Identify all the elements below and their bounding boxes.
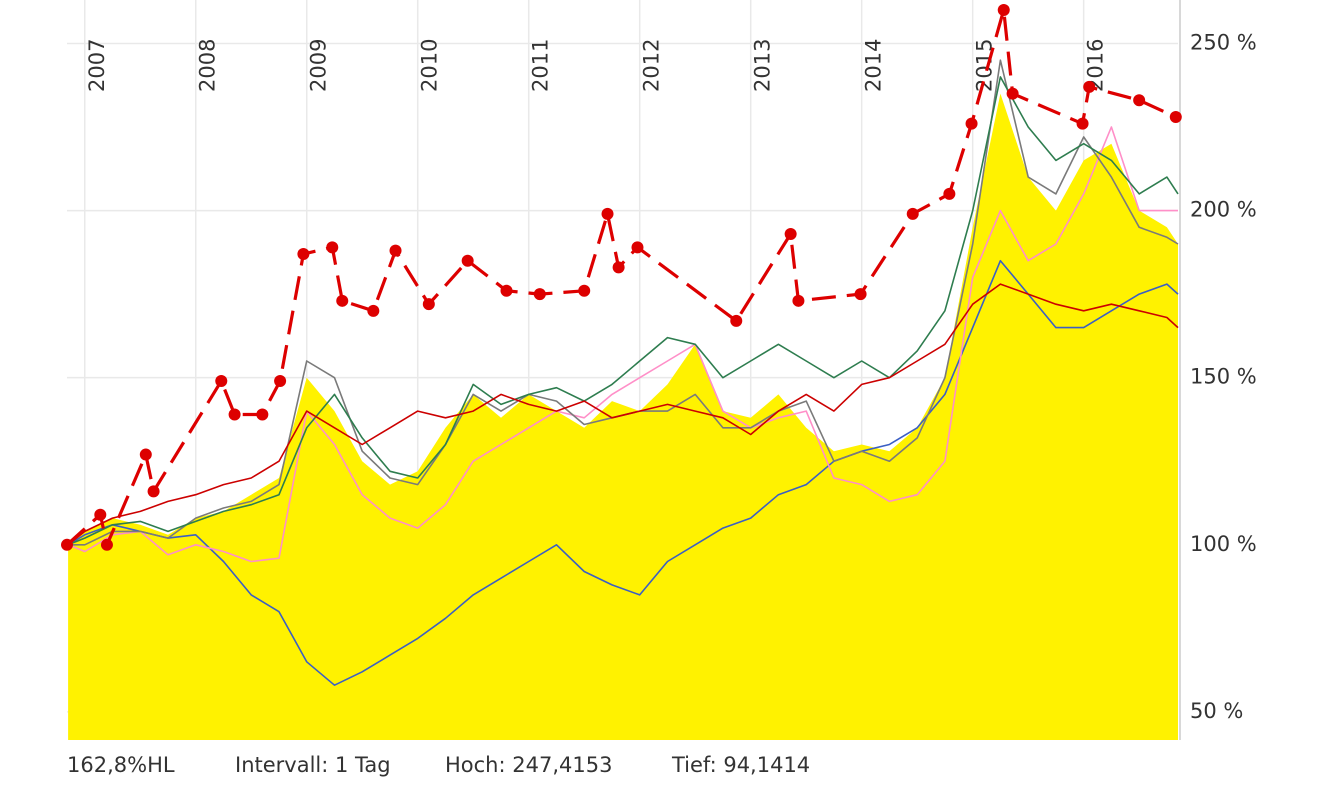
marker [274, 375, 287, 388]
marker [965, 117, 978, 130]
marker [854, 288, 867, 301]
marker [500, 284, 513, 297]
marker [784, 227, 797, 240]
y-tick-label: 50 % [1190, 699, 1243, 723]
line [67, 126, 1178, 563]
marker [943, 187, 956, 200]
marker [461, 254, 474, 267]
marker [631, 241, 644, 254]
marker [1076, 117, 1089, 130]
marker [297, 248, 310, 261]
marker [1169, 110, 1182, 123]
x-tick-label: 2010 [418, 39, 442, 92]
marker [147, 485, 160, 498]
marker [601, 207, 614, 220]
x-tick-label: 2015 [973, 39, 997, 92]
y-tick-label: 200 % [1190, 198, 1257, 222]
line [67, 76, 1179, 546]
marker [730, 314, 743, 327]
marker [228, 408, 241, 421]
marker [578, 284, 591, 297]
x-tick-label: 2013 [751, 39, 775, 92]
area [68, 93, 1179, 741]
marker [367, 304, 380, 317]
footer-text: 162,8%HL [67, 753, 175, 777]
marker [792, 294, 805, 307]
footer-text: Hoch: 247,4153 [445, 753, 612, 777]
x-tick-label: 2011 [529, 39, 553, 92]
marker [422, 298, 435, 311]
footer-text: Intervall: 1 Tag [235, 753, 391, 777]
x-tick-label: 2008 [196, 39, 220, 92]
marker [1083, 80, 1096, 93]
marker [533, 288, 546, 301]
y-tick-label: 100 % [1190, 532, 1257, 556]
marker [1133, 94, 1146, 107]
marker [100, 538, 113, 551]
x-tick-label: 2012 [640, 39, 664, 92]
marker [94, 508, 107, 521]
line [67, 283, 1179, 546]
x-tick-label: 2009 [307, 39, 331, 92]
marker [997, 4, 1010, 17]
x-tick-label: 2007 [85, 39, 109, 92]
footer-text: Tief: 94,1414 [671, 753, 810, 777]
line [67, 259, 1179, 686]
marker [612, 261, 625, 274]
marker [139, 448, 152, 461]
y-tick-label: 150 % [1190, 365, 1257, 389]
marker [326, 241, 339, 254]
x-tick-label: 2014 [862, 39, 886, 92]
marker [61, 538, 73, 551]
marker [336, 294, 349, 307]
marker [215, 375, 228, 388]
marker [1006, 87, 1019, 100]
marker [256, 408, 269, 421]
marker [906, 207, 919, 220]
y-tick-label: 250 % [1190, 30, 1257, 54]
marker [389, 244, 402, 257]
